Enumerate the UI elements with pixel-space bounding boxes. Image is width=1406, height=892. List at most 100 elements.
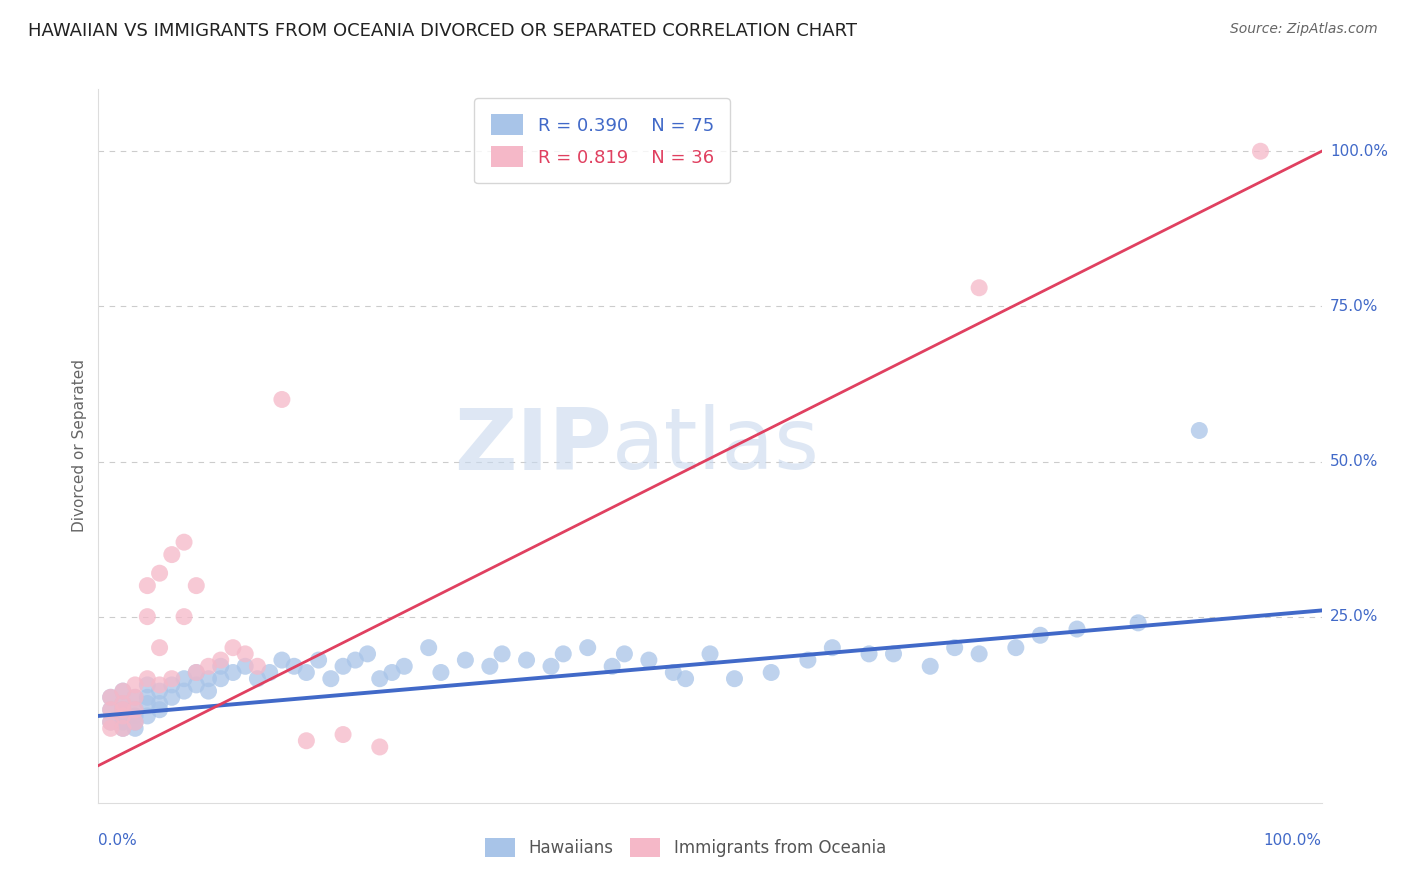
Point (111, 697, 134, 711)
Point (149, 678, 172, 692)
Text: Source: ZipAtlas.com: Source: ZipAtlas.com (1230, 22, 1378, 37)
Point (186, 665, 208, 680)
Point (111, 709, 134, 723)
Point (540, 659, 562, 673)
Point (1066, 622, 1088, 636)
Point (100, 690, 122, 705)
Point (723, 672, 745, 686)
Point (136, 672, 159, 686)
Point (149, 697, 172, 711)
Text: 100.0%: 100.0% (1264, 833, 1322, 848)
Text: 25.0%: 25.0% (1330, 609, 1378, 624)
Point (967, 281, 990, 295)
Point (233, 647, 256, 661)
Point (675, 672, 697, 686)
Point (136, 709, 159, 723)
Point (883, 647, 905, 661)
Point (124, 703, 146, 717)
Point (149, 703, 172, 717)
Point (111, 722, 134, 736)
Point (197, 672, 219, 686)
Point (149, 566, 172, 581)
Point (124, 690, 146, 705)
Point (368, 672, 391, 686)
Point (124, 678, 146, 692)
Point (149, 684, 172, 698)
Point (430, 665, 453, 680)
Point (100, 715, 122, 730)
Point (173, 672, 195, 686)
Point (222, 665, 245, 680)
Point (173, 684, 195, 698)
Point (233, 659, 256, 673)
Y-axis label: Divorced or Separated: Divorced or Separated (72, 359, 87, 533)
Point (100, 722, 122, 736)
Point (160, 690, 183, 705)
Point (797, 653, 820, 667)
Point (515, 653, 537, 667)
Point (491, 647, 513, 661)
Point (124, 715, 146, 730)
Point (319, 672, 342, 686)
Point (1004, 640, 1026, 655)
Point (381, 665, 404, 680)
Point (149, 640, 172, 655)
Text: 100.0%: 100.0% (1330, 144, 1388, 159)
Point (1188, 424, 1211, 438)
Point (111, 703, 134, 717)
Point (344, 653, 367, 667)
Point (920, 659, 942, 673)
Text: ZIP: ZIP (454, 404, 612, 488)
Point (1128, 615, 1150, 630)
Point (858, 647, 880, 661)
Point (197, 659, 219, 673)
Point (111, 709, 134, 723)
Point (222, 640, 245, 655)
Point (967, 647, 990, 661)
Point (576, 640, 599, 655)
Point (197, 684, 219, 698)
Text: 75.0%: 75.0% (1330, 299, 1378, 314)
Point (111, 722, 134, 736)
Point (111, 715, 134, 730)
Point (111, 684, 134, 698)
Point (160, 672, 183, 686)
Point (209, 653, 232, 667)
Point (136, 690, 159, 705)
Point (124, 722, 146, 736)
Point (246, 659, 269, 673)
Point (160, 548, 183, 562)
Point (100, 703, 122, 717)
Point (160, 678, 183, 692)
Point (100, 703, 122, 717)
Point (111, 697, 134, 711)
Point (1029, 628, 1052, 642)
Point (821, 640, 844, 655)
Text: atlas: atlas (612, 404, 820, 488)
Point (283, 659, 305, 673)
Point (392, 659, 416, 673)
Point (454, 653, 477, 667)
Point (124, 715, 146, 730)
Point (186, 678, 208, 692)
Point (270, 653, 294, 667)
Point (173, 609, 195, 624)
Point (124, 690, 146, 705)
Point (124, 709, 146, 723)
Point (124, 703, 146, 717)
Point (600, 659, 623, 673)
Point (111, 703, 134, 717)
Point (246, 672, 269, 686)
Point (111, 684, 134, 698)
Point (356, 647, 378, 661)
Point (613, 647, 636, 661)
Point (136, 609, 159, 624)
Point (100, 715, 122, 730)
Point (332, 727, 354, 741)
Point (418, 640, 440, 655)
Point (295, 733, 318, 747)
Point (100, 690, 122, 705)
Legend: Hawaiians, Immigrants from Oceania: Hawaiians, Immigrants from Oceania (477, 830, 894, 866)
Point (637, 653, 661, 667)
Point (368, 739, 391, 754)
